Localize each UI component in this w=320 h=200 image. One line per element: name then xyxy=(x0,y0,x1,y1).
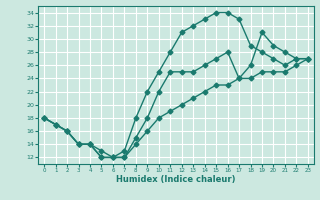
X-axis label: Humidex (Indice chaleur): Humidex (Indice chaleur) xyxy=(116,175,236,184)
